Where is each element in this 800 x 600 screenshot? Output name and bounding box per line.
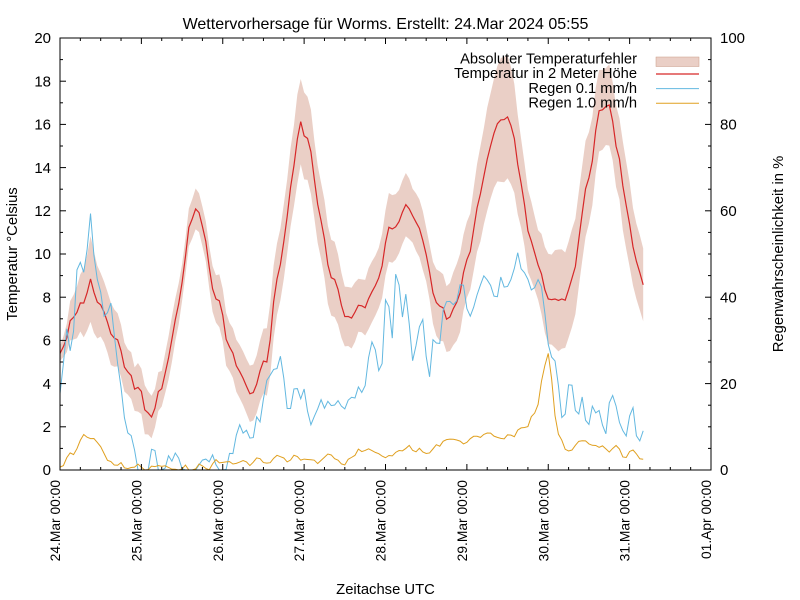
svg-text:27.Mar 00:00: 27.Mar 00:00 [292, 480, 307, 562]
svg-text:16: 16 [34, 117, 51, 134]
svg-text:0: 0 [43, 462, 51, 479]
svg-text:Absoluter Temperaturfehler: Absoluter Temperaturfehler [460, 52, 637, 68]
svg-text:24.Mar 00:00: 24.Mar 00:00 [48, 480, 63, 562]
svg-text:25.Mar 00:00: 25.Mar 00:00 [129, 480, 144, 562]
svg-text:20: 20 [720, 376, 737, 393]
svg-text:60: 60 [720, 203, 737, 220]
svg-text:26.Mar 00:00: 26.Mar 00:00 [211, 480, 226, 562]
svg-text:100: 100 [720, 30, 745, 47]
svg-text:4: 4 [43, 376, 51, 393]
svg-text:18: 18 [34, 73, 51, 90]
svg-text:Temperatur in 2 Meter Höhe: Temperatur in 2 Meter Höhe [454, 66, 637, 82]
svg-text:2: 2 [43, 419, 51, 436]
svg-text:Temperatur °Celsius: Temperatur °Celsius [5, 187, 21, 320]
svg-text:01.Apr 00:00: 01.Apr 00:00 [699, 480, 714, 559]
svg-text:Regen 0.1 mm/h: Regen 0.1 mm/h [528, 81, 637, 97]
svg-text:Regenwahrscheinlichkeit in %: Regenwahrscheinlichkeit in % [771, 156, 787, 353]
svg-text:29.Mar 00:00: 29.Mar 00:00 [455, 480, 470, 562]
svg-text:10: 10 [34, 246, 51, 263]
svg-text:12: 12 [34, 203, 51, 220]
svg-text:6: 6 [43, 333, 51, 350]
svg-text:80: 80 [720, 117, 737, 134]
svg-text:8: 8 [43, 289, 51, 306]
svg-text:20: 20 [34, 30, 51, 47]
svg-text:31.Mar 00:00: 31.Mar 00:00 [618, 480, 633, 562]
svg-text:40: 40 [720, 289, 737, 306]
svg-text:Regen 1.0 mm/h: Regen 1.0 mm/h [528, 95, 637, 111]
svg-text:14: 14 [34, 160, 51, 177]
svg-text:28.Mar 00:00: 28.Mar 00:00 [374, 480, 389, 562]
svg-text:30.Mar 00:00: 30.Mar 00:00 [536, 480, 551, 562]
svg-text:Wettervorhersage für Worms. Er: Wettervorhersage für Worms. Erstellt: 24… [183, 16, 589, 33]
svg-text:0: 0 [720, 462, 728, 479]
svg-text:Zeitachse UTC: Zeitachse UTC [336, 582, 435, 598]
